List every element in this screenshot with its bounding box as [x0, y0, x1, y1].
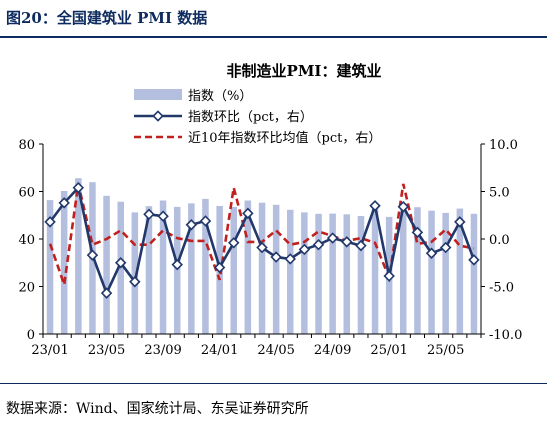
bar: [456, 208, 464, 334]
x-tick-label: 23/09: [144, 343, 181, 358]
change-point: [454, 216, 466, 228]
left-tick-label: 20: [18, 281, 35, 296]
right-tick-label: -5.0: [489, 281, 514, 296]
right-tick-label: 5.0: [489, 186, 510, 201]
x-tick-label: 24/05: [257, 343, 294, 358]
bar: [470, 213, 478, 334]
change-point: [72, 181, 85, 194]
bar: [244, 200, 252, 334]
bar: [145, 206, 153, 334]
change-point: [213, 261, 226, 274]
bar: [400, 208, 407, 334]
change-point: [439, 241, 452, 254]
bar: [258, 202, 266, 334]
source-note: 数据来源：Wind、国家统计局、东吴证券研究所: [6, 401, 309, 417]
change-point: [143, 208, 155, 221]
change-point: [242, 207, 254, 220]
bar: [315, 213, 322, 334]
bar: [202, 198, 209, 334]
change-point: [425, 247, 438, 259]
bar: [46, 200, 54, 334]
change-point: [185, 219, 198, 231]
figure-title: 图20：全国建筑业 PMI 数据: [6, 9, 208, 27]
x-tick-label: 25/05: [427, 343, 464, 358]
change-point: [369, 200, 381, 212]
bar: [371, 207, 379, 334]
bar: [329, 213, 336, 334]
change-point: [298, 243, 311, 256]
left-tick-label: 80: [18, 138, 35, 153]
legend-marker-change: [152, 110, 164, 122]
bar: [131, 212, 139, 334]
bar: [188, 203, 195, 334]
right-tick-label: -10.0: [489, 328, 522, 343]
change-point: [284, 253, 296, 265]
bar: [357, 216, 365, 334]
bar: [230, 206, 237, 334]
change-point: [86, 249, 99, 261]
change-point: [100, 287, 113, 299]
change-point: [114, 257, 127, 269]
chart: 非制造业PMI：建筑业 0 20 40 60 80 -10.0 -5.0 0.0 5.0 10.0…: [18, 62, 522, 358]
bar: [60, 191, 68, 334]
change-point: [397, 200, 410, 213]
bar: [343, 214, 350, 334]
bar: [301, 212, 308, 334]
axes: 0 20 40 60 80 -10.0 -5.0 0.0 5.0 10.0 23/01 23/05 23…: [18, 138, 522, 358]
bar: [174, 206, 181, 334]
change-point: [383, 270, 395, 282]
change-point: [157, 210, 169, 222]
change-point: [411, 226, 424, 239]
change-point: [326, 232, 339, 244]
legend-swatch-index: [134, 89, 182, 100]
bar: [414, 207, 421, 334]
legend-label-avg: 近10年指数环比均值（pct，右）: [188, 130, 381, 146]
x-tick-label: 23/01: [31, 343, 68, 358]
legend: 指数（%） 指数环比（pct，右） 近10年指数环比均值（pct，右）: [134, 89, 381, 146]
change-point: [129, 276, 141, 288]
left-tick-label: 0: [27, 328, 35, 343]
change-point: [256, 241, 268, 254]
bar: [272, 204, 280, 334]
bar: [159, 200, 167, 334]
x-tick-label: 25/01: [370, 343, 407, 358]
header-rule: [0, 36, 547, 38]
figure-header: 图20：全国建筑业 PMI 数据: [0, 0, 547, 38]
x-tick-label: 24/09: [314, 343, 351, 358]
x-tick-label: 24/01: [201, 343, 238, 358]
bar: [428, 210, 435, 334]
bar: [442, 212, 449, 334]
legend-label-change: 指数环比（pct，右）: [188, 110, 313, 125]
legend-label-index: 指数（%）: [188, 89, 252, 104]
change-point: [355, 239, 367, 252]
change-point: [341, 236, 353, 248]
bar: [103, 195, 110, 334]
bar: [287, 209, 294, 334]
line-series: [44, 181, 480, 299]
change-point: [199, 215, 212, 227]
change-point: [312, 238, 325, 251]
bar: [75, 178, 82, 334]
right-tick-label: 0.0: [489, 233, 510, 248]
change-point: [44, 216, 56, 228]
change-point: [468, 254, 480, 266]
bar-series: [46, 178, 478, 334]
chart-title: 非制造业PMI：建筑业: [227, 62, 382, 80]
change-point: [171, 258, 183, 271]
footer-rule: [0, 383, 547, 384]
change-point: [228, 237, 240, 249]
change-point: [270, 251, 282, 263]
left-tick-label: 40: [18, 233, 35, 248]
left-tick-label: 60: [18, 186, 35, 201]
right-tick-label: 10.0: [489, 138, 518, 153]
change-point: [58, 197, 70, 209]
x-tick-label: 23/05: [88, 343, 125, 358]
